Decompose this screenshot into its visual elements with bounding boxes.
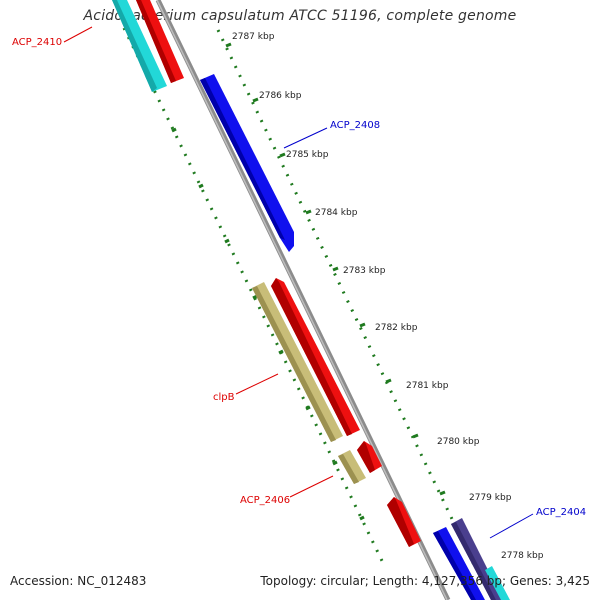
- scale-label: 2786 kbp: [259, 91, 302, 101]
- gene-feature-blue-bottom[interactable]: [433, 527, 485, 600]
- gene-feature-red-lower-shade: [387, 497, 414, 547]
- accession-text: Accession: NC_012483: [10, 574, 147, 588]
- gene-label-acp2408[interactable]: ACP_2408: [330, 120, 380, 131]
- gene-label-acp2406[interactable]: ACP_2406: [240, 495, 290, 506]
- scale-label: 2784 kbp: [315, 208, 358, 218]
- scale-label: 2787 kbp: [232, 32, 275, 42]
- leader-acp2408: [283, 127, 328, 149]
- summary-text: Topology: circular; Length: 4,127,356 bp…: [260, 574, 590, 588]
- scale-label: 2782 kbp: [375, 323, 418, 333]
- leader-acp2406: [289, 475, 334, 498]
- gene-feature-cyan-top-shade: [112, 0, 157, 92]
- scale-label: 2778 kbp: [501, 551, 544, 561]
- leader-clpb: [235, 373, 279, 395]
- inner-major-ticks: [145, 74, 365, 521]
- genome-backbone: [155, 0, 451, 600]
- scale-label: 2785 kbp: [286, 150, 329, 160]
- map-title: Acidobacterium capsulatum ATCC 51196, co…: [83, 8, 517, 24]
- gene-label-clpb[interactable]: clpB: [213, 392, 235, 403]
- gene-feature-clpb-shade: [252, 286, 336, 442]
- gene-feature-blue-bottom-shade: [433, 531, 476, 600]
- gene-feature-cyan-bottom[interactable]: [485, 566, 510, 600]
- gene-feature-acp2404-shade: [451, 522, 496, 600]
- gene-feature-acp2408-shade: [200, 78, 285, 240]
- gene-label-acp2404[interactable]: ACP_2404: [536, 507, 586, 518]
- gene-feature-red-small-shade: [357, 441, 375, 473]
- scale-label: 2780 kbp: [437, 437, 480, 447]
- scale-label: 2779 kbp: [469, 493, 512, 503]
- gene-feature-red-top-shade: [136, 0, 176, 83]
- leader-acp2410: [63, 26, 93, 43]
- scale-label: 2781 kbp: [406, 381, 449, 391]
- scale-label: 2783 kbp: [343, 266, 386, 276]
- gene-label-acp2410[interactable]: ACP_2410: [12, 37, 62, 48]
- gene-feature-acp2406-shade: [338, 454, 359, 484]
- leader-acp2404: [489, 513, 534, 539]
- gene-feature-red-middle-shade: [271, 278, 352, 436]
